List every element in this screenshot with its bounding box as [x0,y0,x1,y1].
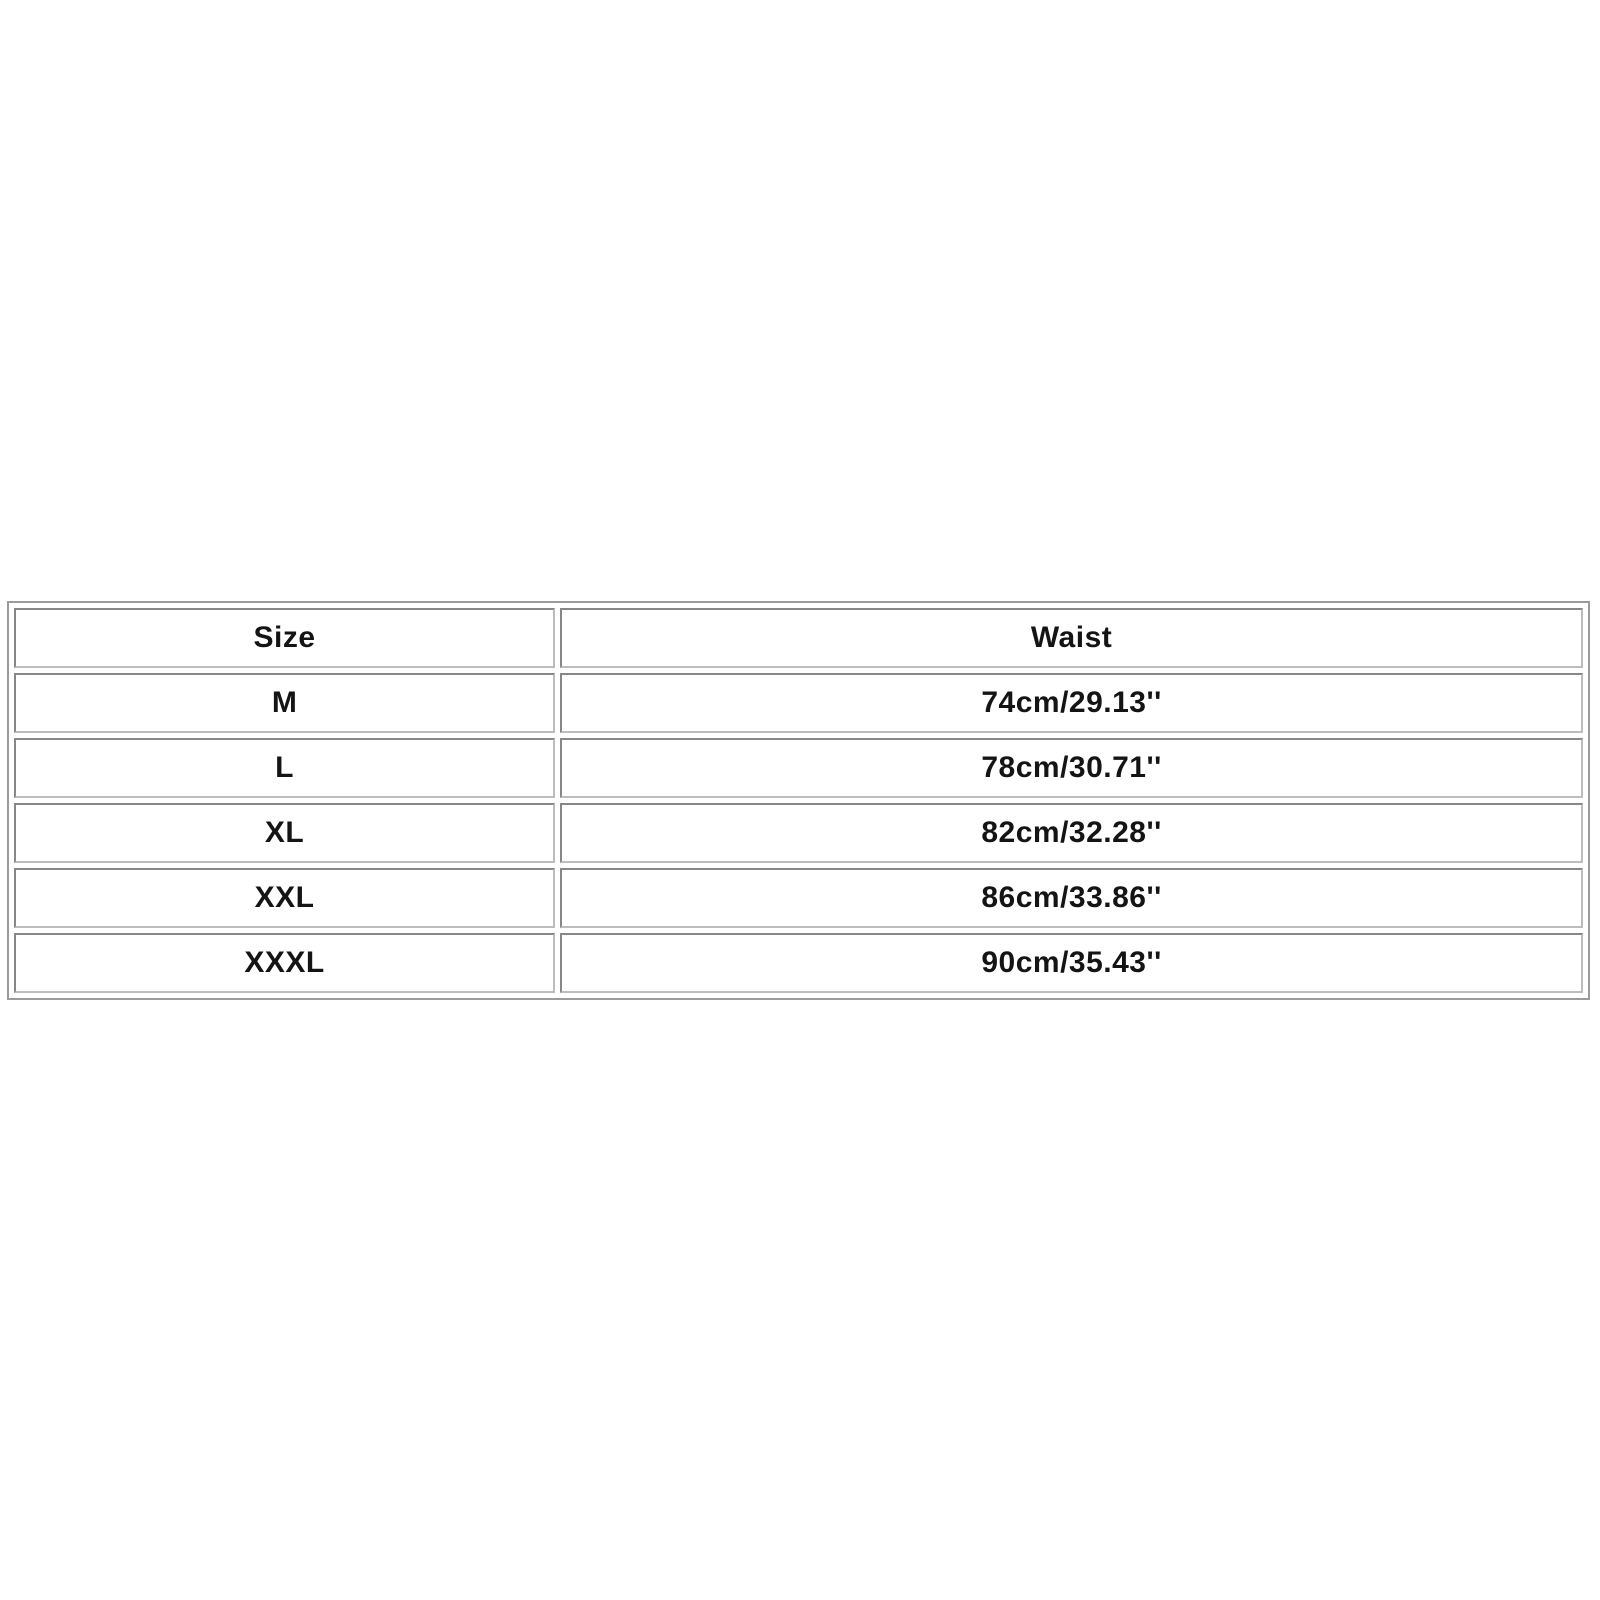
size-cell: XXL [14,868,556,928]
waist-cell: 90cm/35.43'' [560,933,1583,993]
size-chart-table: Size Waist M 74cm/29.13'' L 78cm/30.71''… [7,601,1590,1000]
column-header-size: Size [14,608,556,668]
size-cell: M [14,673,556,733]
table-row-l: L 78cm/30.71'' [14,738,1583,798]
waist-cell: 86cm/33.86'' [560,868,1583,928]
size-cell: XXXL [14,933,556,993]
table-row-xxl: XXL 86cm/33.86'' [14,868,1583,928]
table-row-xl: XL 82cm/32.28'' [14,803,1583,863]
waist-cell: 82cm/32.28'' [560,803,1583,863]
table-row-xxxl: XXXL 90cm/35.43'' [14,933,1583,993]
waist-cell: 74cm/29.13'' [560,673,1583,733]
size-cell: XL [14,803,556,863]
table-row-m: M 74cm/29.13'' [14,673,1583,733]
size-cell: L [14,738,556,798]
column-header-waist: Waist [560,608,1583,668]
waist-cell: 78cm/30.71'' [560,738,1583,798]
table-header-row: Size Waist [14,608,1583,668]
